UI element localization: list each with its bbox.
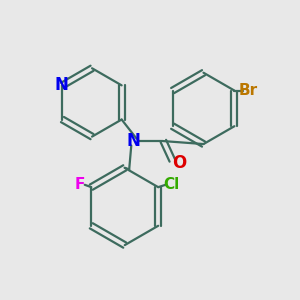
Text: F: F [75,177,85,192]
Text: Cl: Cl [164,177,180,192]
Text: Br: Br [238,83,257,98]
Text: N: N [54,76,68,94]
Text: N: N [127,132,141,150]
Text: O: O [172,154,186,172]
